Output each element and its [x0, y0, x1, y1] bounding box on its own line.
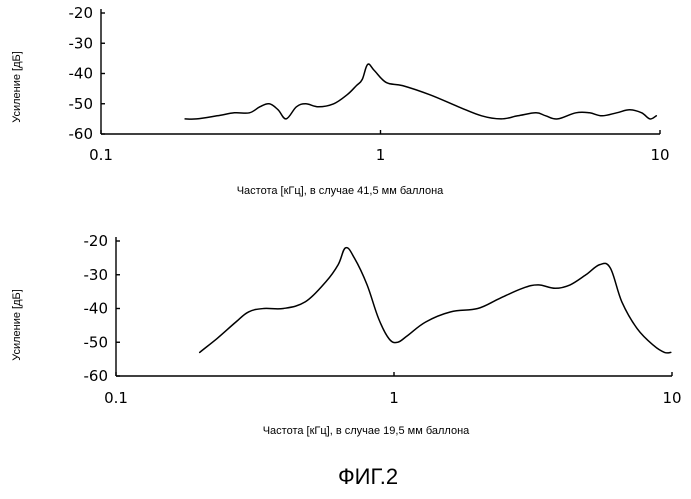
y-tick-label: -60 — [69, 125, 94, 143]
series-line — [200, 248, 671, 353]
y-tick-label: -50 — [69, 95, 94, 113]
x-tick-label: 10 — [662, 389, 681, 407]
y-tick-label: -20 — [69, 4, 94, 22]
y-axis-label: Усиление [дБ] — [11, 51, 23, 123]
x-tick-label: 1 — [376, 146, 386, 164]
figure-label: ФИГ.2 — [338, 464, 398, 489]
chart-bottom: -20 -30 -40 -50 -60 0.1 1 10 Частота [кГц], в сл… — [11, 232, 682, 437]
y-tick-label: -50 — [84, 333, 109, 351]
series-line — [185, 64, 656, 119]
x-tick-label: 0.1 — [89, 146, 113, 164]
x-axis-label: Частота [кГц], в случае 41,5 мм баллона — [237, 185, 444, 197]
y-tick-label: -20 — [84, 232, 109, 250]
y-tick-label: -40 — [69, 65, 94, 83]
chart-top: -20 -30 -40 -50 -60 0.1 1 10 Частота [кГц], в сл… — [11, 4, 670, 197]
y-tick-label: -30 — [69, 34, 94, 52]
y-axis-label: Усиление [дБ] — [11, 289, 23, 361]
y-tick-label: -30 — [84, 266, 109, 284]
x-tick-label: 0.1 — [104, 389, 128, 407]
x-tick-label: 1 — [389, 389, 399, 407]
x-axis-label: Частота [кГц], в случае 19,5 мм баллона — [263, 425, 470, 437]
y-tick-label: -40 — [84, 300, 109, 318]
x-tick-label: 10 — [650, 146, 669, 164]
y-tick-label: -60 — [84, 367, 109, 385]
